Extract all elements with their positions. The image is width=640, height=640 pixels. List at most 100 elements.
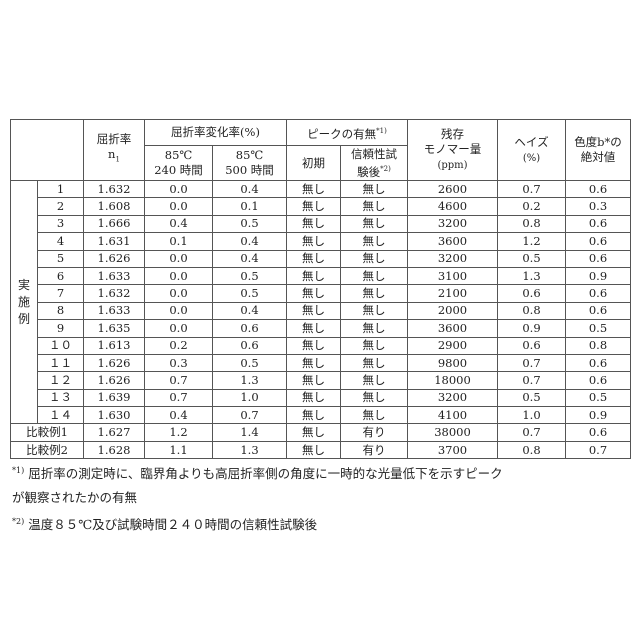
- row-label: 4: [38, 233, 84, 250]
- cell-change-240h: 0.0: [145, 181, 213, 198]
- row-label: １４: [38, 407, 84, 424]
- cell-haze: 0.6: [498, 285, 566, 302]
- example-row: 実施例11.6320.00.4無し無し26000.70.6: [11, 181, 631, 198]
- cell-peak-after-test: 無し: [341, 320, 408, 337]
- cell-peak-initial: 無し: [287, 181, 341, 198]
- row-label: 比較例2: [11, 441, 84, 458]
- cell-change-500h: 1.3: [213, 441, 287, 458]
- cell-color-b: 0.9: [566, 267, 631, 284]
- header-change-240h: 85℃240 時間: [145, 146, 213, 181]
- cell-haze: 0.8: [498, 302, 566, 319]
- cell-color-b: 0.9: [566, 407, 631, 424]
- cell-refractive-index: 1.630: [84, 407, 145, 424]
- cell-peak-initial: 無し: [287, 320, 341, 337]
- cell-residual-monomer: 3200: [408, 389, 498, 406]
- cell-change-240h: 1.1: [145, 441, 213, 458]
- cell-peak-initial: 無し: [287, 198, 341, 215]
- cell-peak-after-test: 無し: [341, 215, 408, 232]
- example-row: 31.6660.40.5無し無し32000.80.6: [11, 215, 631, 232]
- example-row: １２1.6260.71.3無し無し180000.70.6: [11, 372, 631, 389]
- example-row: １０1.6130.20.6無し無し29000.60.8: [11, 337, 631, 354]
- cell-color-b: 0.6: [566, 233, 631, 250]
- cell-peak-after-test: 無し: [341, 285, 408, 302]
- cell-peak-initial: 無し: [287, 372, 341, 389]
- cell-residual-monomer: 2600: [408, 181, 498, 198]
- cell-color-b: 0.6: [566, 354, 631, 371]
- cell-peak-after-test: 無し: [341, 267, 408, 284]
- row-label: 3: [38, 215, 84, 232]
- comparative-row: 比較例11.6271.21.4無し有り380000.70.6: [11, 424, 631, 441]
- cell-peak-initial: 無し: [287, 215, 341, 232]
- cell-peak-after-test: 有り: [341, 441, 408, 458]
- cell-refractive-index: 1.613: [84, 337, 145, 354]
- cell-refractive-index: 1.639: [84, 389, 145, 406]
- cell-peak-after-test: 無し: [341, 250, 408, 267]
- cell-refractive-index: 1.608: [84, 198, 145, 215]
- cell-change-500h: 0.5: [213, 267, 287, 284]
- cell-refractive-index: 1.632: [84, 285, 145, 302]
- cell-change-240h: 0.4: [145, 407, 213, 424]
- footnote-1-cont: が観察されたかの有無: [12, 486, 503, 510]
- cell-haze: 0.9: [498, 320, 566, 337]
- corner-cell: [11, 120, 84, 181]
- cell-residual-monomer: 38000: [408, 424, 498, 441]
- header-residual-monomer: 残存モノマー量(ppm): [408, 120, 498, 181]
- cell-refractive-index: 1.666: [84, 215, 145, 232]
- cell-peak-initial: 無し: [287, 354, 341, 371]
- example-row: 81.6330.00.4無し無し20000.80.6: [11, 302, 631, 319]
- cell-peak-initial: 無し: [287, 407, 341, 424]
- cell-change-500h: 0.4: [213, 233, 287, 250]
- cell-change-240h: 0.3: [145, 354, 213, 371]
- cell-change-500h: 1.4: [213, 424, 287, 441]
- cell-color-b: 0.5: [566, 320, 631, 337]
- cell-peak-initial: 無し: [287, 389, 341, 406]
- cell-refractive-index: 1.633: [84, 302, 145, 319]
- row-label: 1: [38, 181, 84, 198]
- cell-haze: 0.8: [498, 441, 566, 458]
- cell-peak-after-test: 無し: [341, 181, 408, 198]
- row-label: 7: [38, 285, 84, 302]
- cell-residual-monomer: 3200: [408, 215, 498, 232]
- group-label-examples: 実施例: [11, 181, 38, 424]
- row-label: 比較例1: [11, 424, 84, 441]
- cell-peak-after-test: 無し: [341, 337, 408, 354]
- cell-haze: 0.7: [498, 354, 566, 371]
- comparative-row: 比較例21.6281.11.3無し有り37000.80.7: [11, 441, 631, 458]
- row-label: １３: [38, 389, 84, 406]
- example-row: 61.6330.00.5無し無し31001.30.9: [11, 267, 631, 284]
- cell-residual-monomer: 9800: [408, 354, 498, 371]
- row-label: 5: [38, 250, 84, 267]
- cell-change-500h: 0.5: [213, 215, 287, 232]
- header-color-b: 色度b*の絶対値: [566, 120, 631, 181]
- cell-haze: 0.5: [498, 250, 566, 267]
- row-label: 2: [38, 198, 84, 215]
- cell-refractive-index: 1.626: [84, 372, 145, 389]
- cell-residual-monomer: 3600: [408, 320, 498, 337]
- cell-refractive-index: 1.628: [84, 441, 145, 458]
- cell-peak-initial: 無し: [287, 337, 341, 354]
- cell-peak-after-test: 無し: [341, 198, 408, 215]
- cell-peak-after-test: 無し: [341, 302, 408, 319]
- cell-change-240h: 0.7: [145, 372, 213, 389]
- example-row: 41.6310.10.4無し無し36001.20.6: [11, 233, 631, 250]
- cell-change-500h: 0.6: [213, 337, 287, 354]
- cell-haze: 0.6: [498, 337, 566, 354]
- cell-haze: 1.2: [498, 233, 566, 250]
- cell-color-b: 0.5: [566, 389, 631, 406]
- cell-color-b: 0.6: [566, 285, 631, 302]
- cell-color-b: 0.6: [566, 215, 631, 232]
- cell-change-500h: 0.6: [213, 320, 287, 337]
- cell-change-500h: 1.3: [213, 372, 287, 389]
- cell-color-b: 0.6: [566, 302, 631, 319]
- cell-change-240h: 0.0: [145, 285, 213, 302]
- cell-refractive-index: 1.626: [84, 354, 145, 371]
- header-peak: ピークの有無*1): [287, 120, 408, 146]
- cell-haze: 1.3: [498, 267, 566, 284]
- cell-peak-after-test: 無し: [341, 372, 408, 389]
- cell-residual-monomer: 18000: [408, 372, 498, 389]
- row-label: １０: [38, 337, 84, 354]
- cell-color-b: 0.6: [566, 372, 631, 389]
- cell-change-500h: 0.4: [213, 181, 287, 198]
- row-label: 6: [38, 267, 84, 284]
- header-refractive-index: 屈折率n1: [84, 120, 145, 181]
